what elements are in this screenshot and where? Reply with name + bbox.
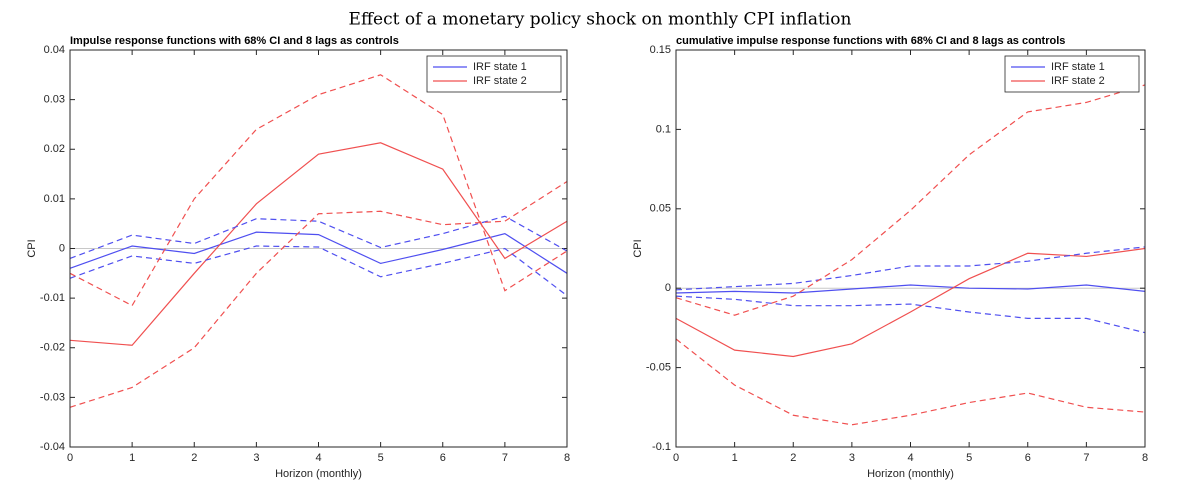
ci-line (675, 246, 1146, 291)
y-axis-label: CPI (632, 239, 644, 257)
x-tick-label: 6 (440, 452, 446, 464)
subplot-title: cumulative impulse response functions wi… (676, 35, 1065, 47)
subplot-title: Impulse response functions with 68% CI a… (70, 35, 399, 47)
x-tick-label: 4 (907, 452, 913, 464)
y-tick-label: -0.03 (40, 391, 65, 403)
x-tick-label: 2 (191, 452, 197, 464)
x-tick-label: 5 (378, 452, 384, 464)
x-tick-label: 1 (129, 452, 135, 464)
x-tick-label: 0 (673, 452, 679, 464)
legend-label: IRF state 2 (473, 75, 527, 87)
y-tick-label: 0.05 (650, 203, 671, 215)
legend-label: IRF state 1 (473, 61, 527, 73)
y-tick-label: 0.02 (44, 143, 65, 155)
legend-label: IRF state 1 (1051, 61, 1105, 73)
x-tick-label: 8 (564, 452, 570, 464)
x-tick-label: 2 (790, 452, 796, 464)
ci-line (69, 245, 568, 297)
y-tick-label: 0.03 (44, 94, 65, 106)
y-tick-label: 0.01 (44, 193, 65, 205)
ci-line (69, 181, 568, 408)
ci-line (675, 295, 1146, 334)
ci-line (69, 215, 568, 259)
x-tick-label: 0 (67, 452, 73, 464)
legend-box (426, 55, 562, 93)
series-line (69, 231, 568, 274)
y-tick-label: 0 (665, 282, 671, 294)
x-axis-label: Horizon (monthly) (275, 468, 362, 480)
x-tick-label: 3 (849, 452, 855, 464)
x-tick-label: 1 (732, 452, 738, 464)
y-tick-label: -0.02 (40, 342, 65, 354)
axes-box (69, 49, 568, 448)
y-tick-label: -0.05 (646, 362, 671, 374)
x-tick-label: 3 (253, 452, 259, 464)
legend-box (1004, 55, 1140, 93)
axes-box (675, 49, 1146, 448)
y-tick-label: 0.1 (656, 123, 671, 135)
x-tick-label: 7 (1083, 452, 1089, 464)
series-line (675, 284, 1146, 294)
y-axis-label: CPI (26, 239, 38, 257)
x-tick-label: 5 (966, 452, 972, 464)
y-tick-label: 0.15 (650, 44, 671, 56)
y-tick-label: -0.01 (40, 292, 65, 304)
ci-line (69, 74, 568, 307)
x-axis-label: Horizon (monthly) (867, 468, 954, 480)
x-tick-label: 8 (1142, 452, 1148, 464)
y-tick-label: -0.1 (652, 441, 671, 453)
y-tick-label: 0 (59, 242, 65, 254)
x-tick-label: 6 (1025, 452, 1031, 464)
y-tick-label: -0.04 (40, 441, 65, 453)
legend-label: IRF state 2 (1051, 75, 1105, 87)
series-line (69, 142, 568, 346)
ci-line (675, 84, 1146, 316)
plot-area (676, 50, 1145, 447)
y-tick-label: 0.04 (44, 44, 65, 56)
x-tick-label: 7 (502, 452, 508, 464)
figure-title: Effect of a monetary policy shock on mon… (349, 10, 852, 30)
x-tick-label: 4 (315, 452, 321, 464)
